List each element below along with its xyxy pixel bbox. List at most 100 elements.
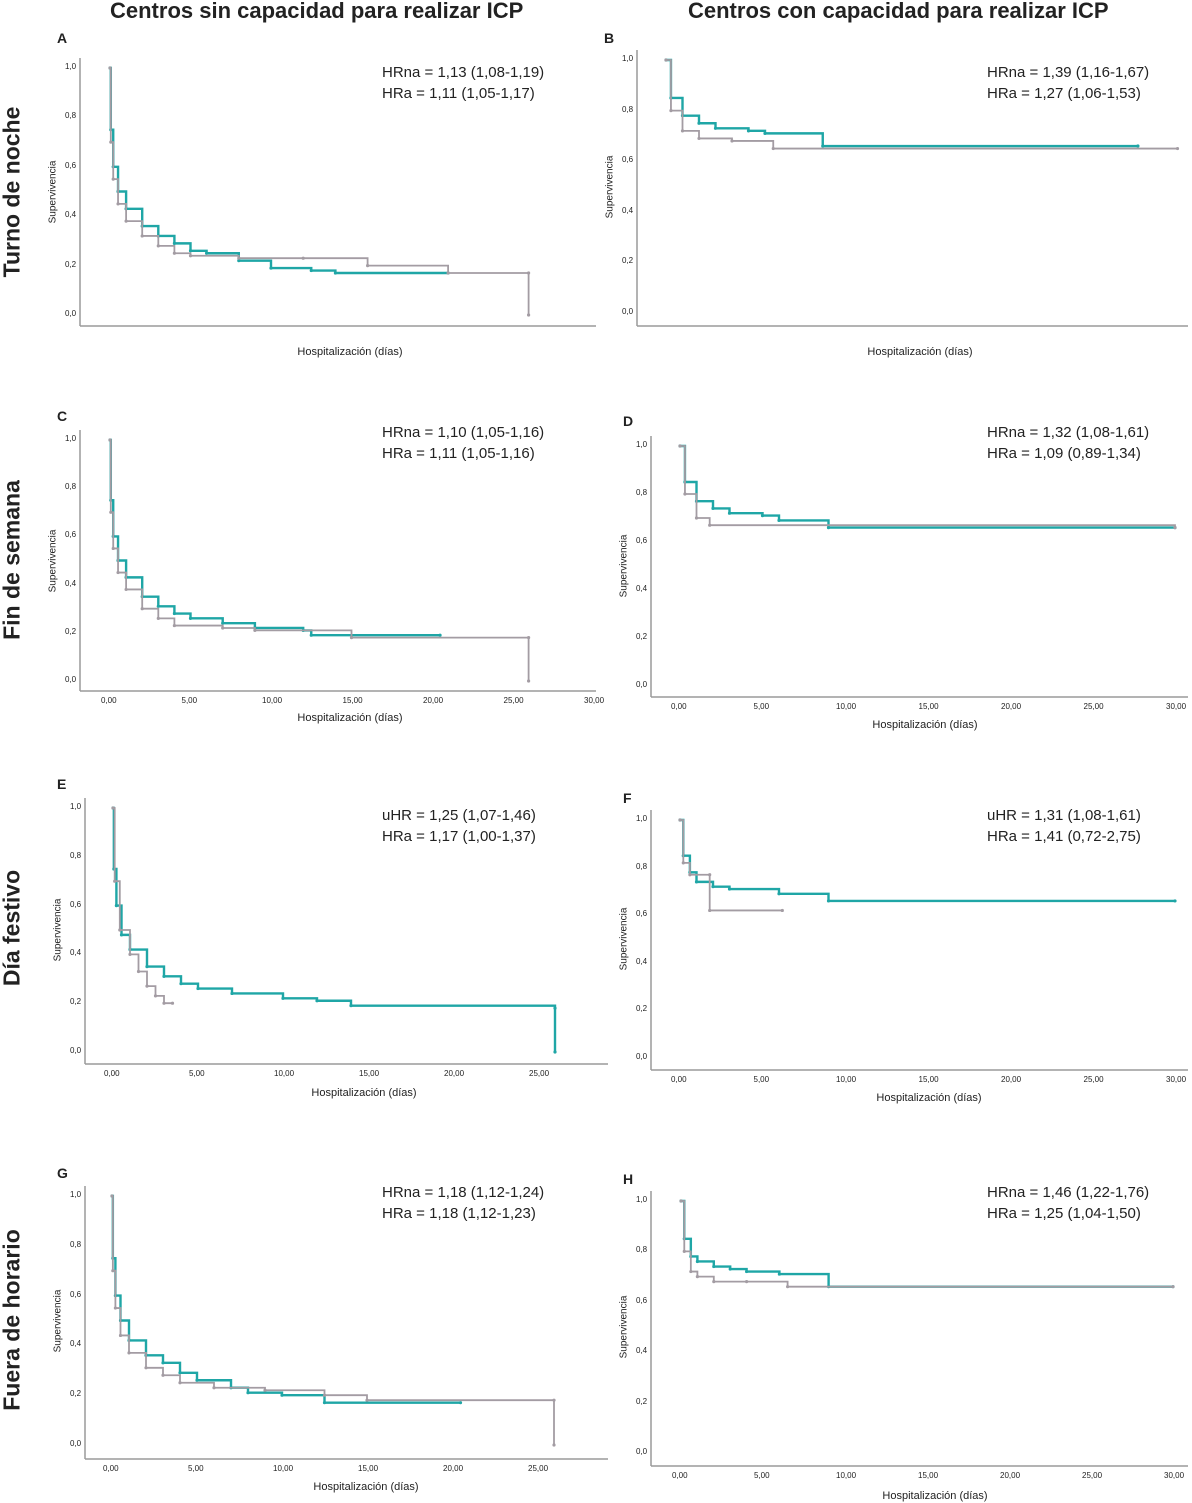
x-tick-label: 0,00 [671, 702, 687, 711]
y-tick-label: 0,8 [70, 1239, 82, 1249]
x-tick-label: 25,00 [528, 1464, 549, 1473]
censor-mark [156, 244, 160, 248]
censor-mark [113, 879, 117, 883]
censor-mark [111, 806, 115, 810]
censor-mark [221, 621, 225, 625]
panel-label-h: H [623, 1171, 634, 1187]
survival-curve-gray-a [109, 67, 530, 315]
censor-mark [689, 1269, 693, 1274]
x-axis-label-b: Hospitalización (días) [867, 346, 973, 358]
hr-line: HRa = 1,17 (1,00-1,37) [382, 828, 536, 845]
censor-mark [552, 1443, 556, 1447]
x-tick-label: 0,00 [103, 1464, 119, 1473]
censor-mark [116, 570, 120, 575]
censor-mark [178, 1381, 182, 1385]
censor-mark [708, 908, 712, 913]
y-tick-label: 0,4 [70, 1339, 82, 1349]
hr-annotation-b: HRna = 1,39 (1,16-1,67) HRa = 1,27 (1,06-… [987, 62, 1149, 104]
y-tick-label: 0,4 [65, 210, 77, 220]
censor-mark [713, 126, 718, 130]
censor-mark [195, 1378, 199, 1382]
censor-mark [826, 526, 831, 530]
x-tick-label: 0,00 [104, 1069, 120, 1078]
censor-mark [281, 996, 285, 1000]
censor-mark [162, 974, 166, 978]
censor-mark [694, 880, 699, 884]
censor-mark [777, 518, 781, 523]
hr-line: HRa = 1,41 (0,72-2,75) [987, 828, 1141, 845]
hr-annotation-d: HRna = 1,32 (1,08-1,61) HRa = 1,09 (0,89-… [987, 422, 1149, 464]
censor-mark [695, 1259, 700, 1264]
hr-line: HRa = 1,09 (0,89-1,34) [987, 445, 1141, 462]
x-tick-label: 10,00 [836, 1471, 857, 1480]
y-tick-label: 0,0 [636, 1447, 648, 1456]
y-tick-label: 0,6 [65, 160, 77, 170]
censor-mark [697, 121, 701, 125]
censor-mark [109, 510, 113, 514]
survival-curve-teal-a [109, 66, 449, 275]
y-tick-label: 1,0 [65, 434, 77, 443]
censor-mark [458, 1401, 463, 1405]
hr-line: HRna = 1,10 (1,05-1,16) [382, 424, 545, 441]
y-axis-label-g: Supervivencia [52, 1289, 64, 1352]
panel-label-g: G [57, 1165, 68, 1181]
censor-mark [527, 313, 531, 317]
censor-mark [221, 626, 225, 630]
hr-line: HRa = 1,27 (1,06-1,53) [987, 85, 1141, 102]
censor-mark [114, 904, 118, 908]
censor-mark [1175, 146, 1180, 151]
y-tick-label: 0,4 [636, 584, 648, 593]
censor-mark [527, 271, 531, 275]
hr-annotation-f: uHR = 1,31 (1,08-1,61) HRa = 1,41 (0,72-2… [987, 805, 1141, 847]
y-tick-label: 0,0 [65, 309, 77, 318]
censor-mark [708, 523, 712, 527]
censor-mark [315, 999, 319, 1003]
x-tick-label: 10,00 [273, 1464, 294, 1473]
survival-curve-gray-e [113, 807, 173, 1005]
censor-mark [237, 256, 241, 260]
hr-annotation-g: HRna = 1,18 (1,12-1,24) HRa = 1,18 (1,12-… [382, 1182, 544, 1224]
censor-mark [786, 1285, 790, 1289]
censor-mark [212, 1386, 216, 1390]
censor-mark [763, 131, 767, 135]
censor-mark [309, 268, 313, 273]
x-tick-label: 5,00 [753, 1075, 770, 1084]
y-axis-label-b: Supervivencia [604, 155, 616, 218]
censor-mark [136, 969, 141, 974]
x-tick-label: 10,00 [274, 1069, 295, 1078]
x-tick-label: 0,00 [672, 1471, 688, 1480]
censor-mark [1173, 526, 1177, 530]
survival-curve-teal-f [680, 818, 1175, 903]
censor-mark [178, 1371, 182, 1375]
censor-mark [745, 1280, 749, 1284]
censor-mark [108, 66, 112, 70]
x-tick-label: 25,00 [529, 1069, 550, 1078]
censor-mark [118, 1333, 123, 1338]
censor-mark [712, 1280, 716, 1284]
censor-mark [553, 1006, 557, 1010]
x-tick-label: 30,00 [1166, 1075, 1187, 1084]
y-tick-label: 1,0 [636, 440, 648, 449]
y-tick-label: 0,2 [636, 632, 648, 641]
x-tick-label: 10,00 [836, 702, 857, 711]
panel-label-d: D [623, 413, 634, 429]
censor-mark [145, 984, 149, 988]
censor-mark [322, 1401, 327, 1405]
y-tick-label: 0,8 [70, 850, 82, 860]
y-tick-label: 0,8 [636, 861, 648, 871]
censor-mark [681, 861, 685, 865]
x-axis-label-d: Hospitalización (días) [872, 719, 978, 731]
censor-mark [821, 144, 825, 148]
censor-mark [322, 1393, 327, 1397]
censor-mark [712, 1264, 716, 1269]
censor-mark [127, 1351, 131, 1355]
hr-line: HRna = 1,13 (1,08-1,19) [382, 64, 545, 81]
y-tick-label: 0,0 [70, 1439, 82, 1448]
x-axis-label-e: Hospitalización (días) [311, 1087, 417, 1099]
y-tick-label: 0,8 [636, 488, 648, 497]
censor-mark [116, 202, 120, 206]
y-tick-label: 1,0 [70, 1190, 82, 1199]
column-title-right: Centros con capacidad para realizar ICP [688, 0, 1109, 23]
hr-annotation-a: HRna = 1,13 (1,08-1,19) HRa = 1,11 (1,05-… [382, 62, 544, 104]
censor-mark [111, 177, 115, 181]
